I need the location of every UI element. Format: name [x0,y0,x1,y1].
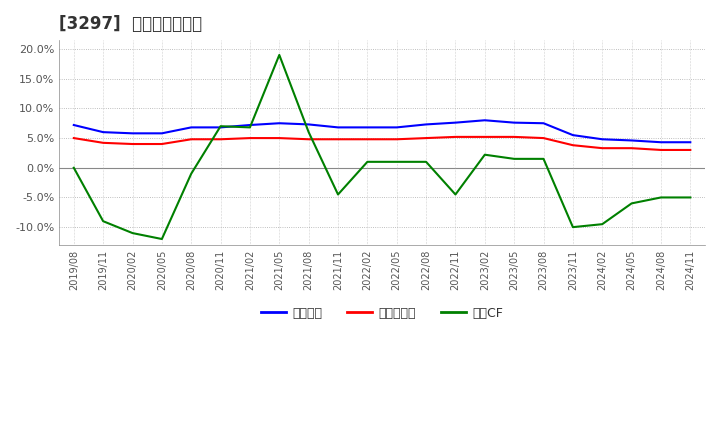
経常利益 [510,120,518,125]
経常利益 [569,132,577,138]
経常利益 [333,125,342,130]
当期純利益 [305,137,313,142]
経常利益 [686,139,695,145]
営業CF [216,124,225,129]
経常利益 [451,120,460,125]
当期純利益 [69,136,78,141]
経常利益 [246,122,254,128]
当期純利益 [99,140,107,146]
当期純利益 [158,141,166,147]
当期純利益 [510,134,518,139]
経常利益 [216,125,225,130]
当期純利益 [627,146,636,151]
当期純利益 [275,136,284,141]
当期純利益 [598,146,606,151]
当期純利益 [128,141,137,147]
経常利益 [69,122,78,128]
経常利益 [657,139,665,145]
当期純利益 [686,147,695,153]
営業CF [422,159,431,165]
経常利益 [627,138,636,143]
経常利益 [158,131,166,136]
経常利益 [480,117,489,123]
営業CF [451,192,460,197]
営業CF [69,165,78,170]
営業CF [539,156,548,161]
営業CF [187,171,196,176]
経常利益 [187,125,196,130]
経常利益 [539,121,548,126]
Line: 営業CF: 営業CF [73,55,690,239]
経常利益 [99,129,107,135]
営業CF [158,236,166,242]
当期純利益 [246,136,254,141]
営業CF [480,152,489,158]
当期純利益 [539,136,548,141]
営業CF [305,129,313,135]
営業CF [598,221,606,227]
営業CF [333,192,342,197]
営業CF [627,201,636,206]
当期純利益 [569,143,577,148]
営業CF [275,52,284,58]
営業CF [128,231,137,236]
Line: 経常利益: 経常利益 [73,120,690,142]
当期純利益 [392,137,401,142]
当期純利益 [363,137,372,142]
Legend: 経常利益, 当期純利益, 営業CF: 経常利益, 当期純利益, 営業CF [256,302,508,325]
当期純利益 [480,134,489,139]
営業CF [99,219,107,224]
経常利益 [392,125,401,130]
営業CF [392,159,401,165]
当期純利益 [422,136,431,141]
営業CF [569,224,577,230]
当期純利益 [216,137,225,142]
当期純利益 [451,134,460,139]
経常利益 [128,131,137,136]
営業CF [657,195,665,200]
経常利益 [275,121,284,126]
経常利益 [305,122,313,127]
Text: [3297]  マージンの推移: [3297] マージンの推移 [59,15,202,33]
当期純利益 [333,137,342,142]
営業CF [686,195,695,200]
経常利益 [422,122,431,127]
営業CF [510,156,518,161]
Line: 当期純利益: 当期純利益 [73,137,690,150]
当期純利益 [657,147,665,153]
当期純利益 [187,137,196,142]
営業CF [246,125,254,130]
経常利益 [363,125,372,130]
経常利益 [598,137,606,142]
営業CF [363,159,372,165]
